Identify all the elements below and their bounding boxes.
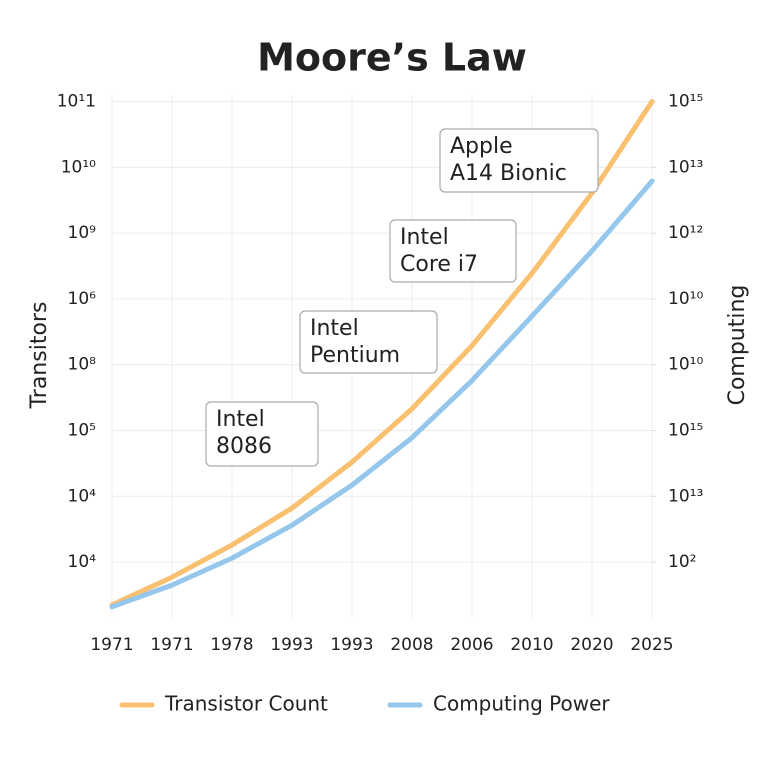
annotation-box bbox=[439, 128, 599, 193]
y2-tick-label: 10¹³ bbox=[668, 157, 703, 177]
x-tick-label: 2010 bbox=[510, 635, 553, 655]
annotation-box bbox=[389, 219, 517, 283]
y-tick-label: 10⁴ bbox=[68, 486, 97, 506]
y2-tick-label: 10¹⁵ bbox=[668, 421, 703, 441]
line-series bbox=[109, 99, 655, 608]
x-tick-label: 2025 bbox=[630, 635, 673, 655]
y-axis-label: Transitors bbox=[27, 302, 52, 410]
y2-tick-label: 10² bbox=[668, 552, 696, 572]
y2-tick-label: 10¹² bbox=[668, 223, 703, 243]
x-tick-label: 1993 bbox=[330, 635, 373, 655]
x-tick-label: 1993 bbox=[270, 635, 313, 655]
x-tick-label: 2006 bbox=[450, 635, 493, 655]
x-tick-label: 2020 bbox=[570, 635, 613, 655]
annotation-text: Pentium bbox=[310, 343, 400, 368]
y-tick-label: 10¹⁰ bbox=[61, 157, 96, 177]
annotation-text: 8086 bbox=[216, 434, 272, 459]
y2-tick-label: 10¹⁰ bbox=[668, 355, 703, 375]
y2-tick-label: 10¹³ bbox=[668, 486, 703, 506]
x-tick-label: 1978 bbox=[210, 635, 253, 655]
annotation-box bbox=[205, 401, 319, 467]
annotation-text: Core i7 bbox=[400, 252, 478, 277]
y2-tick-label: 10¹⁰ bbox=[668, 289, 703, 309]
annotation-text: A14 Bionic bbox=[450, 161, 567, 186]
x-tick-label: 2008 bbox=[390, 635, 433, 655]
line-series bbox=[109, 178, 655, 610]
y-tick-label: 10¹1 bbox=[57, 92, 96, 112]
annotation-box bbox=[299, 310, 438, 374]
annotation-text: Intel bbox=[216, 407, 265, 432]
y-tick-label: 10⁵ bbox=[68, 421, 96, 441]
chart-title: Moore’s Law bbox=[257, 36, 527, 80]
x-tick-label: 1971 bbox=[90, 635, 133, 655]
y2-axis-label: Computing bbox=[725, 285, 750, 406]
y2-tick-label: 10¹⁵ bbox=[668, 92, 703, 112]
y-tick-label: 10⁸ bbox=[68, 355, 97, 375]
y-tick-label: 10⁹ bbox=[68, 223, 97, 243]
x-tick-label: 1971 bbox=[150, 635, 193, 655]
annotation-text: Apple bbox=[450, 134, 513, 159]
annotation-text: Intel bbox=[400, 225, 449, 250]
y-tick-label: 10⁴ bbox=[68, 552, 97, 572]
annotation-text: Intel bbox=[310, 316, 359, 341]
y-tick-label: 10⁶ bbox=[68, 289, 97, 309]
legend-label: Transistor Count bbox=[164, 692, 328, 716]
legend-label: Computing Power bbox=[433, 692, 610, 716]
